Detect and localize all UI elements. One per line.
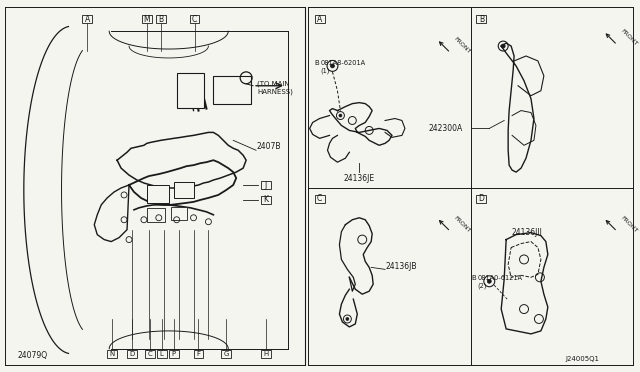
Bar (177, 73, 204, 108)
Text: C: C (317, 195, 322, 203)
Text: 24079Q: 24079Q (18, 351, 48, 360)
Text: J: J (265, 180, 267, 189)
Text: FRONT: FRONT (620, 215, 638, 234)
Bar (315, 195, 324, 203)
Text: (TO MAIN: (TO MAIN (257, 81, 290, 87)
Bar (315, 15, 324, 23)
Text: N: N (109, 351, 115, 357)
Bar (147, 208, 164, 222)
Text: B: B (472, 275, 476, 281)
Text: B: B (479, 15, 484, 24)
Bar (142, 15, 152, 23)
Bar (189, 15, 200, 23)
Text: FRONT: FRONT (452, 215, 471, 234)
Bar (221, 350, 231, 358)
Text: C: C (147, 351, 152, 357)
Bar (145, 350, 155, 358)
Text: G: G (223, 351, 229, 357)
Text: B: B (158, 15, 163, 24)
Bar (169, 350, 179, 358)
Text: 24136JE: 24136JE (344, 174, 375, 183)
Text: B: B (315, 60, 319, 66)
Text: L: L (160, 351, 164, 357)
Bar (193, 350, 204, 358)
Circle shape (487, 279, 492, 283)
Text: P: P (172, 351, 176, 357)
Bar (261, 181, 271, 189)
Text: H: H (263, 351, 269, 357)
Text: 242300A: 242300A (429, 124, 463, 133)
Text: C: C (192, 15, 197, 24)
Text: M: M (143, 15, 150, 24)
Circle shape (330, 64, 335, 68)
Bar (157, 350, 167, 358)
Bar (171, 207, 187, 220)
Circle shape (339, 114, 342, 117)
Text: HARNESS): HARNESS) (257, 89, 293, 95)
Bar (261, 350, 271, 358)
Bar (127, 350, 137, 358)
Text: D: D (479, 195, 484, 203)
Bar (83, 15, 92, 23)
Text: 24136JII: 24136JII (511, 228, 542, 237)
Text: D: D (129, 351, 134, 357)
Bar (476, 195, 486, 203)
Bar (261, 196, 271, 204)
Bar (173, 182, 193, 198)
Text: (1): (1) (321, 68, 330, 74)
Bar (213, 76, 251, 104)
Text: 2407B: 2407B (256, 142, 280, 151)
Text: J24005Q1: J24005Q1 (566, 356, 600, 362)
Circle shape (346, 318, 349, 321)
Bar (156, 15, 166, 23)
Circle shape (501, 44, 505, 48)
Text: 081A8-6201A: 081A8-6201A (321, 60, 365, 66)
Text: FRONT: FRONT (452, 36, 471, 55)
Text: FRONT: FRONT (620, 28, 638, 47)
Text: 081A0-6121A: 081A0-6121A (477, 275, 522, 281)
Text: (2): (2) (477, 283, 487, 289)
Bar (476, 15, 486, 23)
Bar (107, 350, 117, 358)
Text: A: A (317, 15, 322, 24)
Text: 24136JB: 24136JB (385, 262, 417, 271)
Bar (147, 185, 169, 203)
Text: A: A (84, 15, 90, 24)
Text: K: K (264, 195, 269, 204)
Text: F: F (196, 351, 200, 357)
